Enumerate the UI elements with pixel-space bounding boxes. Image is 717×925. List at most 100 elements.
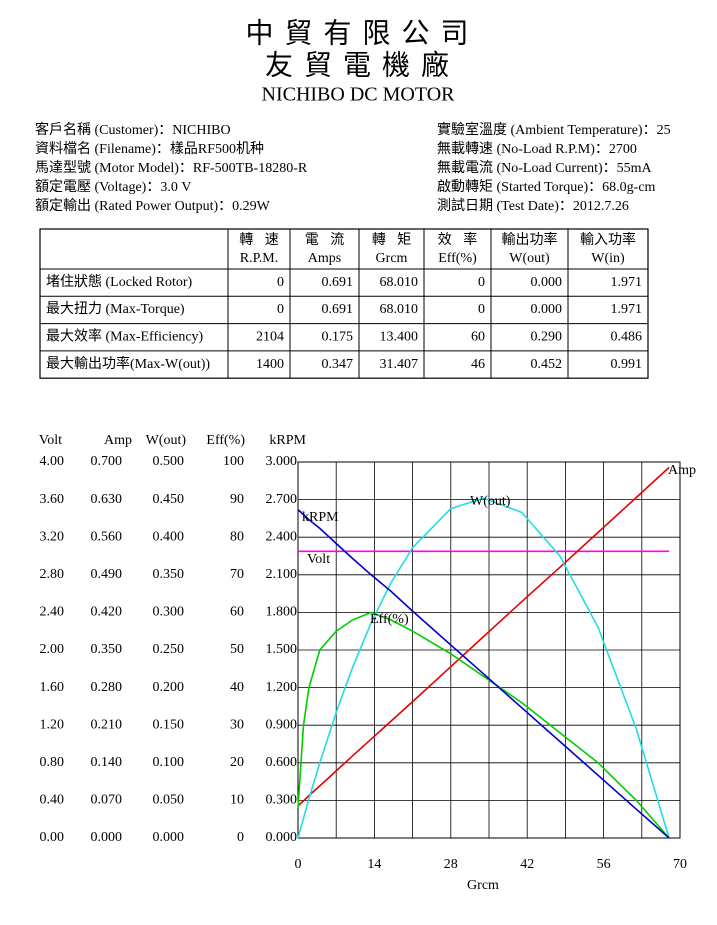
table-cell: 0.691 [322,302,354,317]
y-tick-label: 0.300 [153,605,185,620]
y-axis-title: kRPM [269,433,306,448]
y-tick-label: 0.560 [91,529,123,544]
info-right: 無載電流 (No-Load Current)：55mA [437,160,653,176]
y-tick-label: 80 [230,529,244,544]
y-tick-label: 1.800 [266,605,298,620]
y-tick-label: 90 [230,492,244,507]
table-cell: 0 [478,275,485,290]
y-tick-label: 40 [230,680,244,695]
y-tick-label: 0.150 [153,717,185,732]
table-cell: 0 [478,302,485,317]
y-tick-label: 0.500 [153,454,185,469]
y-tick-label: 0.490 [91,567,123,582]
table-cell: 1.971 [611,302,643,317]
y-tick-label: 0.900 [266,717,298,732]
table-cell: 0.486 [611,329,643,344]
y-tick-label: 0.00 [40,830,65,845]
info-left: 客戶名稱 (Customer)：NICHIBO [35,121,231,138]
column-header: 電 流 [305,232,345,248]
y-tick-label: 0.700 [91,454,123,469]
series-line [297,509,670,839]
y-axis-title: W(out) [146,433,187,448]
column-header: 輸入功率 [580,231,636,248]
y-tick-label: 20 [230,755,244,770]
info-right: 無載轉速 (No-Load R.P.M)：2700 [437,141,637,157]
y-tick-label: 1.60 [40,680,65,695]
row-label: 最大扭力 (Max-Torque) [46,301,185,317]
y-tick-label: 70 [230,567,244,582]
table-cell: 0.175 [322,329,354,344]
table-cell: 0.347 [322,357,354,372]
plot-frame [297,461,681,839]
y-tick-label: 2.100 [266,567,298,582]
series-line [297,497,670,839]
y-axis-title: Amp [104,433,132,448]
series-label: kRPM [302,510,339,525]
y-axis-title: Volt [39,433,62,448]
row-label: 堵住狀態 (Locked Rotor) [46,274,193,290]
series-label: W(out) [470,494,511,509]
row-label: 最大輸出功率(Max-W(out)) [46,355,210,372]
y-tick-label: 3.20 [40,529,65,544]
table-border [39,228,649,379]
y-tick-label: 0.400 [153,529,185,544]
column-header-en: Grcm [376,251,408,266]
y-tick-label: 2.80 [40,567,65,582]
info-left: 額定電壓 (Voltage)：3.0 V [35,179,191,195]
row-label: 最大效率 (Max-Efficiency) [46,327,204,344]
table-cell: 0.000 [531,275,563,290]
x-tick-label: 0 [295,857,302,872]
table-cell: 1.971 [611,275,643,290]
y-tick-label: 0.350 [91,642,123,657]
y-tick-label: 0.250 [153,642,185,657]
series-label: Eff(%) [370,612,409,627]
table-cell: 1400 [256,357,284,372]
x-tick-label: 70 [673,857,687,872]
y-tick-label: 0.000 [91,830,123,845]
y-tick-label: 0.450 [153,492,185,507]
y-tick-label: 1.20 [40,717,65,732]
y-tick-label: 1.500 [266,642,298,657]
table-cell: 0.000 [531,302,563,317]
y-tick-label: 4.00 [40,454,65,469]
y-tick-label: 0.000 [266,830,298,845]
x-tick-label: 42 [520,857,534,872]
info-left: 額定輸出 (Rated Power Output)：0.29W [35,198,271,214]
table-cell: 0 [277,302,284,317]
column-header: 輸出功率 [502,231,558,248]
table-cell: 0 [277,275,284,290]
y-tick-label: 10 [230,793,244,808]
table-cell: 31.407 [380,357,419,372]
y-tick-label: 50 [230,642,244,657]
y-tick-label: 0.600 [266,755,298,770]
y-tick-label: 60 [230,605,244,620]
y-tick-label: 2.400 [266,529,298,544]
factory-name: 友 貿 電 機 廠 [265,49,451,81]
y-tick-label: 0.050 [153,793,185,808]
column-header-en: W(in) [591,251,625,266]
series-line [297,466,670,807]
y-tick-label: 30 [230,717,244,732]
column-header: 效 率 [438,231,478,248]
series-label: Volt [307,552,330,567]
info-left: 資料檔名 (Filename)：樣品RF500机种 [35,140,264,157]
table-cell: 60 [471,329,485,344]
table-cell: 0.452 [531,357,563,372]
y-tick-label: 0.140 [91,755,123,770]
table-cell: 13.400 [380,329,419,344]
table-cell: 0.991 [611,357,643,372]
y-tick-label: 0.070 [91,793,123,808]
column-header-en: Amps [308,251,341,266]
table-cell: 0.290 [531,329,563,344]
table-cell: 68.010 [380,302,419,317]
product-name: NICHIBO DC MOTOR [262,84,456,106]
y-tick-label: 2.700 [266,492,298,507]
table-cell: 0.691 [322,275,354,290]
y-tick-label: 3.000 [266,454,298,469]
y-tick-label: 0.80 [40,755,65,770]
table-cell: 2104 [256,329,284,344]
x-tick-label: 14 [367,857,381,872]
column-header-en: W(out) [509,251,550,266]
column-header: 轉 速 [239,232,279,248]
